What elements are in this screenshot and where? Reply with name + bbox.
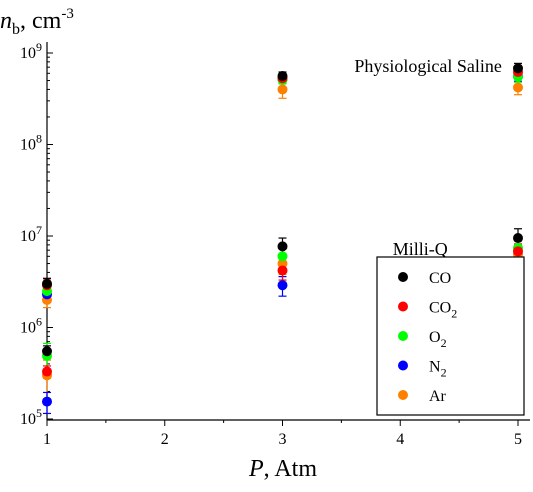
legend: CO CO2 O2 N2 Ar xyxy=(376,256,525,416)
y-tick-label: 108 xyxy=(20,132,42,154)
annotation-milli-q: Milli-Q xyxy=(393,239,448,259)
x-axis-label: P, Atm xyxy=(248,456,317,482)
data-point-co2 xyxy=(513,246,523,257)
data-point-co xyxy=(513,233,523,244)
y-tick-label: 106 xyxy=(20,315,42,337)
legend-label-co: CO xyxy=(429,270,451,287)
data-point-co2 xyxy=(42,366,52,377)
x-tick-label: 1 xyxy=(43,431,51,448)
legend-label-n2: N2 xyxy=(429,359,447,380)
data-point-co xyxy=(42,346,52,357)
legend-label-ar: Ar xyxy=(429,388,447,405)
data-point-o2 xyxy=(277,251,288,262)
data-point-ar xyxy=(513,82,523,93)
x-axis-label-unit: , Atm xyxy=(264,456,318,482)
data-point-ar xyxy=(277,258,288,269)
data-point-n2 xyxy=(277,280,288,291)
annotation-physiological-saline: Physiological Saline xyxy=(354,56,502,76)
legend-marker-o2 xyxy=(398,331,408,341)
legend-marker-n2 xyxy=(398,360,408,371)
data-point-co xyxy=(42,278,52,289)
x-axis-label-variable: P xyxy=(248,456,264,482)
y-axis-label-superscript: -3 xyxy=(61,6,74,22)
y-axis-label-unit: , cm xyxy=(20,8,62,34)
legend-marker-co xyxy=(398,272,408,282)
x-tick-label: 3 xyxy=(279,431,287,448)
y-axis-label: nb, cm-3 xyxy=(0,6,74,38)
ticks: 1 2 3 4 5 105 106 107 108 109 xyxy=(20,40,522,448)
legend-marker-co2 xyxy=(398,301,408,312)
y-axis-label-variable: n xyxy=(0,8,12,34)
y-tick-label: 105 xyxy=(20,406,42,428)
legend-label-co2: CO2 xyxy=(429,300,457,321)
data-point-co xyxy=(277,241,288,252)
legend-label-o2: O2 xyxy=(429,329,447,350)
data-point-n2 xyxy=(42,396,52,407)
y-tick-label: 107 xyxy=(20,223,42,245)
legend-items: CO CO2 O2 N2 Ar xyxy=(398,270,457,405)
data-point-ar xyxy=(277,84,288,95)
y-tick-label: 109 xyxy=(20,40,42,62)
x-tick-label: 2 xyxy=(161,431,169,448)
data-point-co xyxy=(277,71,288,82)
data-point-co xyxy=(513,63,523,74)
legend-marker-ar xyxy=(398,390,408,400)
data-point-co2 xyxy=(277,265,288,276)
y-axis-label-subscript: b xyxy=(12,21,20,38)
x-tick-label: 5 xyxy=(514,431,522,448)
x-tick-label: 4 xyxy=(396,431,404,448)
